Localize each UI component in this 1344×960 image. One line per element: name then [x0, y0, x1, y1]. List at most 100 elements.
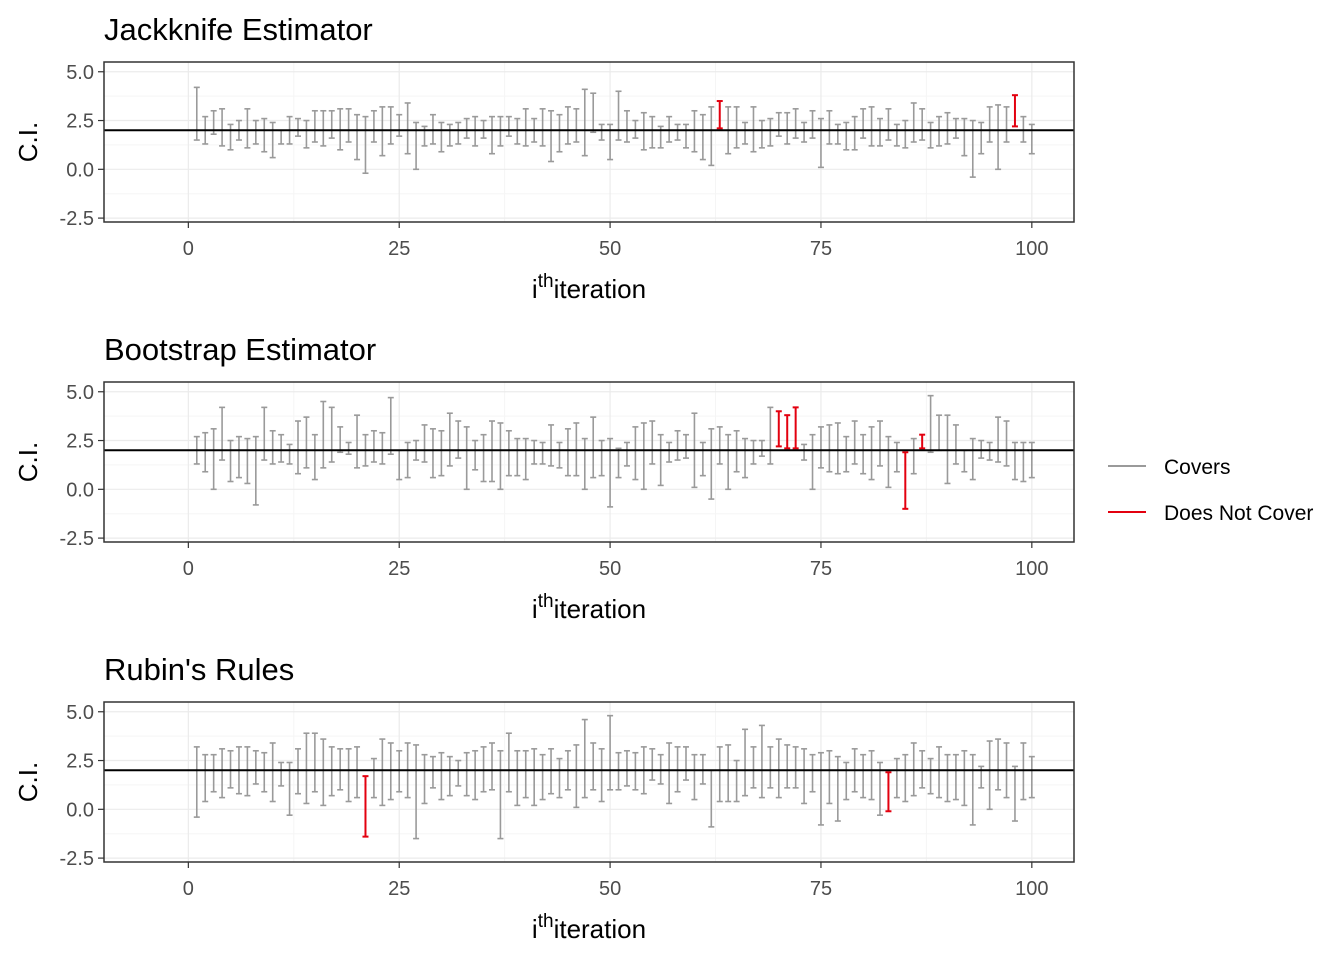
error-bar-covers: [969, 437, 976, 481]
error-bar-covers: [995, 416, 1002, 463]
error-bar-covers: [455, 420, 462, 459]
y-tick-label: -2.5: [60, 528, 94, 550]
error-bar-covers: [202, 753, 209, 803]
error-bar-covers: [320, 109, 327, 147]
error-bar-covers: [699, 441, 706, 477]
error-bar-covers: [311, 109, 318, 143]
error-bar-covers: [235, 435, 242, 479]
error-bar-covers: [725, 744, 732, 803]
error-bar-covers: [674, 123, 681, 141]
y-tick-label: 5.0: [66, 702, 94, 724]
x-axis-label-base: i: [532, 594, 538, 624]
error-bar-covers: [548, 109, 555, 163]
error-bar-covers: [556, 441, 563, 469]
error-bar-covers: [691, 753, 698, 801]
error-bar-covers: [379, 431, 386, 465]
error-bar-covers: [767, 406, 774, 465]
error-bar-covers: [539, 753, 546, 801]
x-axis-label-rest: iteration: [554, 274, 647, 304]
error-bar-covers: [227, 439, 234, 483]
y-axis-label: C.I.: [13, 762, 43, 802]
panels: Jackknife Estimator -2.5 0.0 2.5 5.0 0 25 50 75 1…: [13, 12, 1075, 944]
error-bar-covers: [708, 106, 715, 167]
error-bar-covers: [362, 115, 369, 175]
error-bar-covers: [843, 121, 850, 151]
error-bar-covers: [514, 437, 521, 477]
error-bar-covers: [370, 109, 377, 143]
error-bar-covers: [817, 117, 824, 169]
error-bar-covers: [463, 426, 470, 491]
error-bar-covers: [303, 119, 310, 149]
y-tick-label: 0.0: [66, 159, 94, 181]
error-bar-covers: [370, 429, 377, 463]
error-bar-covers: [354, 746, 361, 799]
error-bar-covers: [210, 753, 217, 793]
legend-label-does-not-cover: Does Not Cover: [1164, 502, 1313, 525]
error-bar-covers: [387, 106, 394, 145]
error-bar-covers: [733, 759, 740, 803]
error-bar-does-not-cover: [362, 775, 369, 838]
x-axis-label-rest: iteration: [554, 594, 647, 624]
error-bar-covers: [489, 115, 495, 155]
error-bar-covers: [598, 123, 605, 141]
error-bar-covers: [328, 406, 335, 463]
error-bar-covers: [522, 749, 529, 799]
error-bar-covers: [868, 749, 875, 801]
error-bar-covers: [927, 757, 934, 795]
error-bar-covers: [455, 759, 462, 787]
error-bar-covers: [758, 724, 765, 799]
error-bar-covers: [421, 424, 428, 463]
y-tick-label: 5.0: [66, 62, 94, 84]
error-bar-covers: [986, 106, 993, 143]
error-bar-covers: [817, 426, 824, 469]
error-bar-covers: [649, 748, 656, 781]
error-bar-covers: [902, 119, 909, 149]
error-bar-covers: [640, 422, 647, 491]
error-bar-covers: [438, 429, 445, 477]
error-bar-covers: [699, 113, 706, 161]
error-bar-covers: [826, 749, 833, 805]
error-bar-covers: [674, 429, 681, 461]
error-bar-covers: [893, 757, 900, 799]
error-bar-does-not-cover: [902, 451, 909, 510]
x-tick-label: 100: [1015, 558, 1048, 580]
error-bar-covers: [607, 714, 614, 791]
error-bar-covers: [742, 728, 749, 797]
plot-background: [104, 382, 1074, 542]
error-bar-covers: [252, 749, 259, 785]
panel-3: Rubin's Rules -2.5 0.0 2.5 5.0 0 25 50 75 100 C.I.…: [13, 652, 1075, 944]
error-bar-covers: [370, 757, 377, 799]
error-bar-covers: [252, 119, 259, 145]
x-axis-label: ithiteration: [532, 271, 646, 304]
y-tick-label: 0.0: [66, 479, 94, 501]
error-bar-covers: [1028, 755, 1035, 799]
error-bar-covers: [843, 435, 850, 473]
error-bar-covers: [885, 435, 892, 489]
chart-title: Jackknife Estimator: [104, 12, 373, 47]
error-bar-covers: [396, 113, 403, 137]
error-bar-covers: [269, 429, 276, 465]
error-bar-covers: [210, 428, 217, 491]
error-bar-covers: [514, 749, 521, 807]
error-bar-covers: [564, 428, 571, 477]
error-bar-covers: [632, 426, 639, 481]
y-axis-label: C.I.: [13, 442, 43, 482]
error-bar-covers: [623, 749, 630, 787]
error-bar-covers: [758, 119, 765, 149]
error-bar-covers: [843, 761, 850, 801]
y-tick-label: -2.5: [60, 208, 94, 230]
error-bar-covers: [1020, 441, 1027, 483]
error-bar-covers: [1011, 765, 1018, 822]
error-bar-covers: [775, 111, 782, 137]
error-bar-covers: [801, 443, 808, 461]
y-tick-label: -2.5: [60, 848, 94, 870]
x-tick-label: 50: [599, 558, 621, 580]
legend-label-covers: Covers: [1164, 456, 1231, 479]
error-bar-covers: [809, 109, 816, 139]
error-bar-does-not-cover: [784, 414, 791, 450]
error-bar-does-not-cover: [792, 406, 799, 450]
error-bar-covers: [910, 102, 917, 143]
error-bar-covers: [337, 426, 344, 454]
error-bar-covers: [683, 123, 689, 149]
error-bar-covers: [581, 88, 588, 157]
